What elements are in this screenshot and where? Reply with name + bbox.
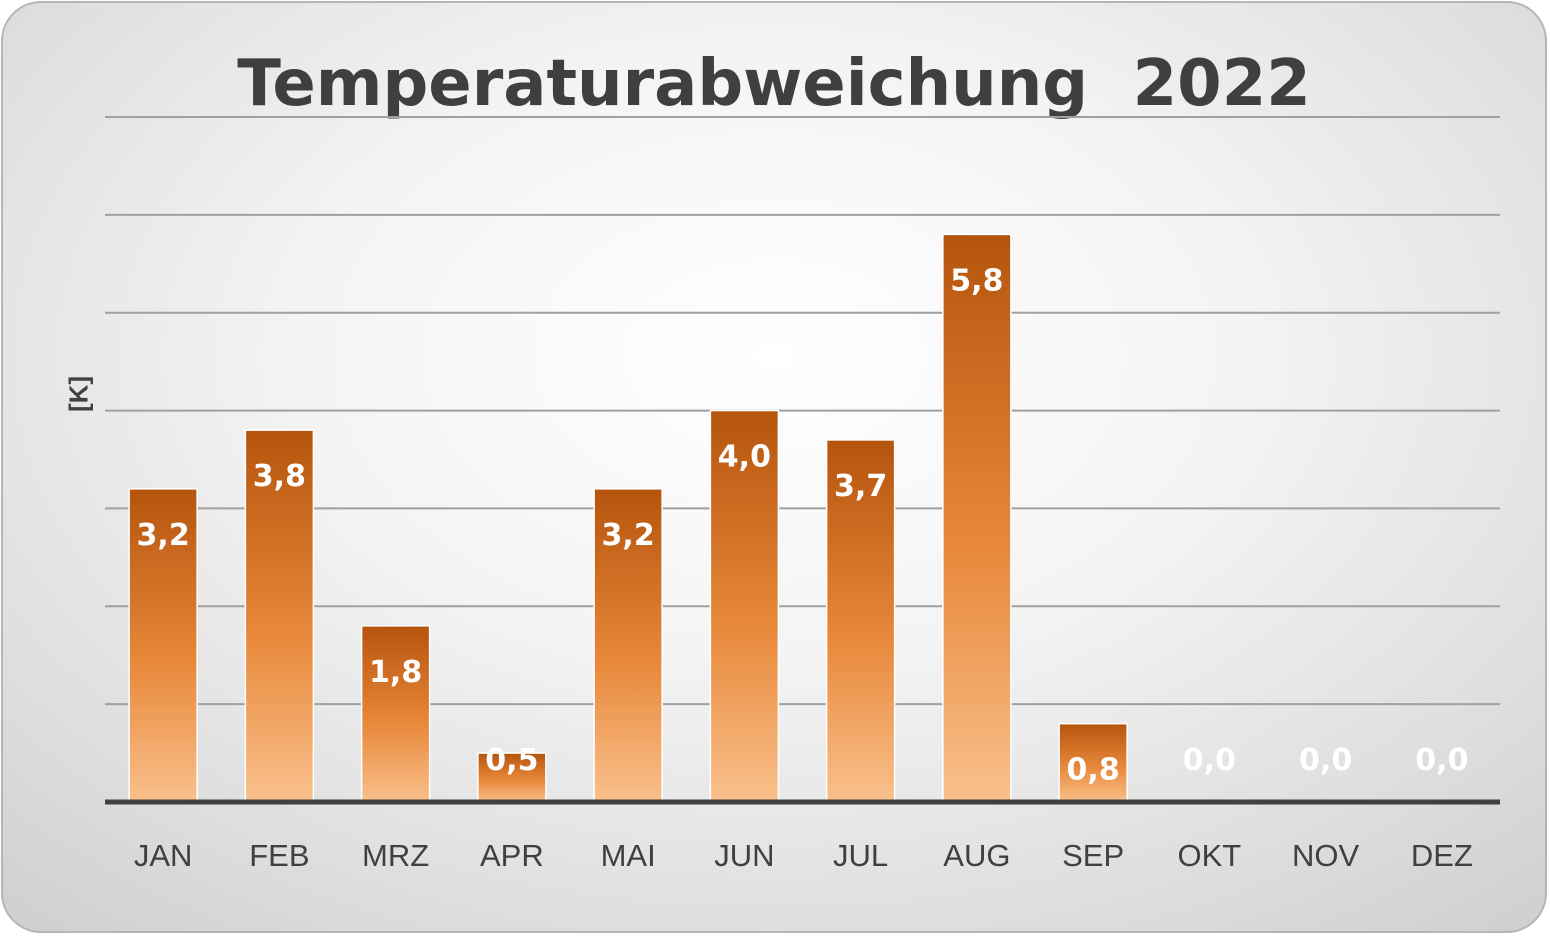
tick-label-dez: DEZ xyxy=(1411,838,1473,873)
tick-label-jun: JUN xyxy=(714,838,774,873)
tick-label-nov: NOV xyxy=(1292,838,1360,873)
x-tick-labels: JAN FEB MRZ APR MAI JUN JUL AUG SEP OKT NOV DEZ xyxy=(134,838,1473,873)
tick-label-apr: APR xyxy=(480,838,544,873)
data-label-dez: 0,0 xyxy=(1415,743,1468,778)
tick-label-aug: AUG xyxy=(943,838,1010,873)
chart-title: Temperaturabweichung 2022 xyxy=(237,47,1311,121)
tick-label-okt: OKT xyxy=(1178,838,1242,873)
data-label-jan: 3,2 xyxy=(137,518,190,553)
data-labels: 3,2 3,8 1,8 0,5 3,2 4,0 3,7 5,8 0,8 0,0 0,0 0,0 xyxy=(137,263,1469,787)
bar-apr xyxy=(477,752,547,803)
tick-label-sep: SEP xyxy=(1062,838,1124,873)
tick-label-feb: FEB xyxy=(249,838,309,873)
bar-jan xyxy=(128,488,198,803)
data-label-mrz: 1,8 xyxy=(369,655,422,690)
data-label-apr: 0,5 xyxy=(485,743,538,778)
tick-label-mai: MAI xyxy=(601,838,656,873)
tick-label-jan: JAN xyxy=(134,838,193,873)
bar-feb xyxy=(244,429,315,803)
bars xyxy=(128,233,1128,803)
data-label-aug: 5,8 xyxy=(950,263,1003,298)
data-label-feb: 3,8 xyxy=(253,459,306,494)
data-label-jul: 3,7 xyxy=(834,469,887,504)
tick-label-jul: JUL xyxy=(833,838,888,873)
data-label-nov: 0,0 xyxy=(1299,743,1352,778)
data-label-mai: 3,2 xyxy=(602,518,655,553)
tick-label-mrz: MRZ xyxy=(362,838,429,873)
data-label-sep: 0,8 xyxy=(1067,753,1120,788)
bar-aug xyxy=(942,233,1012,803)
bar-mrz xyxy=(360,625,431,803)
data-label-okt: 0,0 xyxy=(1183,743,1236,778)
gridlines xyxy=(105,116,1500,706)
bar-jun xyxy=(709,409,780,803)
data-label-jun: 4,0 xyxy=(718,440,771,475)
bar-jul xyxy=(825,439,896,803)
